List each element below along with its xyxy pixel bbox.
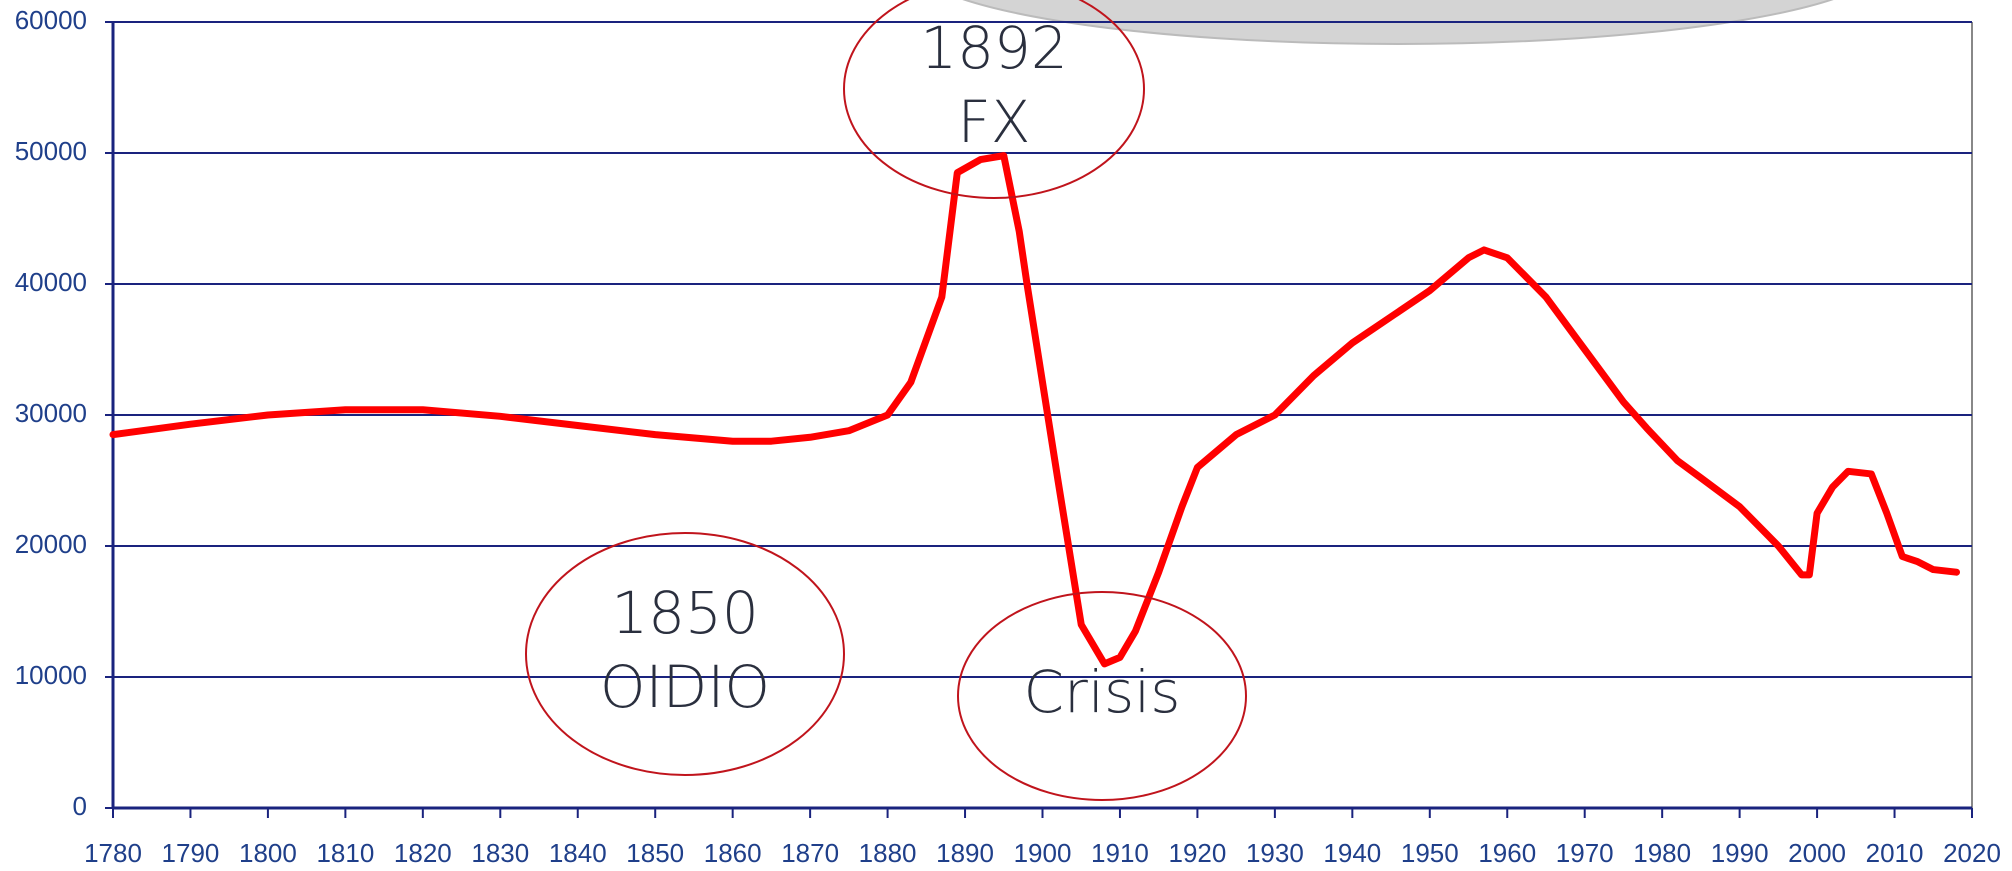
annotation-circle	[843, 0, 1145, 199]
annotation-text: Crisis	[1023, 658, 1180, 726]
y-tick-label: 60000	[15, 5, 87, 35]
x-tick-label: 1810	[316, 838, 374, 868]
annotation-text: OIDIO	[600, 653, 770, 721]
x-tick-label: 1790	[162, 838, 220, 868]
x-tick-label: 1780	[84, 838, 142, 868]
annotation-circle	[957, 591, 1247, 801]
x-tick-label: 1820	[394, 838, 452, 868]
x-tick-label: 1850	[626, 838, 684, 868]
x-tick-label: 1830	[471, 838, 529, 868]
x-tick-label: 1860	[704, 838, 762, 868]
y-tick-label: 10000	[15, 660, 87, 690]
x-tick-label: 2020	[1943, 838, 2001, 868]
y-tick-label: 40000	[15, 267, 87, 297]
x-tick-label: 1940	[1323, 838, 1381, 868]
annotation-text: 1892	[920, 14, 1068, 82]
annotation-text: FX	[957, 88, 1030, 156]
y-tick-label: 50000	[15, 136, 87, 166]
data-line	[109, 152, 1961, 668]
x-tick-label: 1900	[1014, 838, 1072, 868]
x-tick-label: 1840	[549, 838, 607, 868]
x-tick-label: 1910	[1091, 838, 1149, 868]
y-tick-label: 30000	[15, 398, 87, 428]
x-tick-label: 1960	[1478, 838, 1536, 868]
x-tick-label: 1800	[239, 838, 297, 868]
x-tick-label: 1980	[1633, 838, 1691, 868]
x-tick-label: 1950	[1401, 838, 1459, 868]
y-tick-label: 20000	[15, 529, 87, 559]
x-tick-label: 1870	[781, 838, 839, 868]
x-tick-label: 1890	[936, 838, 994, 868]
x-tick-label: 2000	[1788, 838, 1846, 868]
x-tick-label: 2010	[1866, 838, 1924, 868]
x-tick-label: 1920	[1168, 838, 1226, 868]
y-tick-label: 0	[73, 791, 87, 821]
annotation-circle	[525, 532, 845, 776]
x-tick-label: 1880	[859, 838, 917, 868]
x-tick-label: 1930	[1246, 838, 1304, 868]
x-tick-label: 1990	[1711, 838, 1769, 868]
annotation-text: 1850	[611, 579, 759, 647]
x-tick-label: 1970	[1556, 838, 1614, 868]
